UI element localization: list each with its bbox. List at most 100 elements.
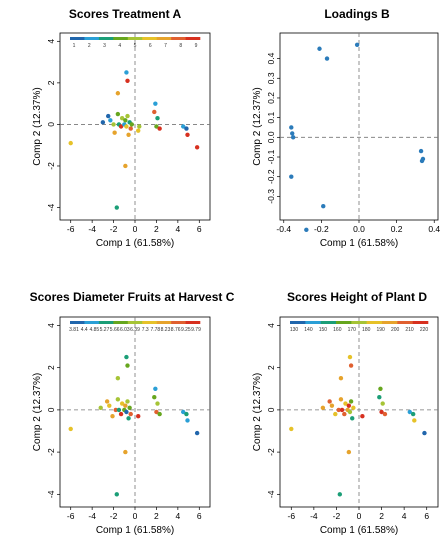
data-point — [321, 204, 326, 209]
y-tick-label: 0.3 — [266, 72, 276, 84]
y-axis-label: Comp 2 (12.37%) — [32, 87, 43, 165]
colorbar-label: 210 — [405, 327, 414, 333]
data-point — [348, 399, 354, 404]
x-tick-label: -0.2 — [314, 224, 329, 234]
colorbar-label: 7.78 — [150, 327, 160, 333]
colorbar-segment — [305, 321, 321, 324]
data-point — [153, 101, 158, 106]
data-point — [115, 397, 121, 402]
data-point — [125, 399, 130, 404]
data-point — [377, 395, 382, 400]
data-point — [119, 115, 125, 121]
colorbar-label: 170 — [348, 327, 357, 333]
colorbar-segment — [185, 37, 201, 40]
y-axis-label: Comp 2 (12.37%) — [252, 373, 263, 451]
colorbar-label: 5.66 — [110, 327, 120, 333]
data-point — [153, 386, 158, 391]
data-point — [379, 409, 384, 415]
data-point — [128, 411, 133, 417]
data-point — [126, 132, 131, 138]
data-point — [123, 163, 128, 169]
data-point — [354, 42, 360, 48]
colorbar-label: 8.76 — [171, 327, 181, 333]
data-point — [380, 401, 385, 406]
data-point — [154, 409, 159, 415]
y-tick-label: -4 — [46, 490, 56, 498]
x-tick-label: -2 — [110, 224, 118, 234]
colorbar-label: 140 — [304, 327, 313, 333]
data-point — [118, 124, 124, 129]
colorbar-label: 6.03 — [120, 327, 130, 333]
data-point — [118, 411, 124, 417]
colorbar-segment — [320, 321, 337, 324]
data-point — [378, 386, 383, 391]
data-point — [422, 430, 427, 436]
panel-title: Scores Treatment A — [69, 7, 182, 21]
x-tick-label: 4 — [175, 224, 180, 234]
y-tick-label: -4 — [46, 203, 56, 211]
data-point — [123, 118, 128, 123]
data-point — [418, 148, 424, 154]
data-point — [412, 418, 417, 423]
data-point — [382, 411, 388, 417]
x-tick-label: 0.2 — [391, 224, 403, 234]
panel-1: Scores Treatment A-6 -4 -2 0 2 4 6-4-2024Comp … — [32, 7, 211, 249]
data-point — [127, 405, 132, 410]
x-tick-label: 0 — [133, 511, 138, 521]
data-point — [327, 399, 332, 404]
data-point — [351, 405, 356, 410]
data-point — [333, 411, 338, 417]
data-point — [185, 132, 190, 138]
data-point — [100, 120, 106, 125]
data-point — [110, 414, 115, 419]
data-point — [347, 354, 353, 360]
data-point — [348, 363, 354, 368]
y-tick-label: -0.2 — [266, 169, 276, 184]
colorbar-segment — [70, 37, 85, 40]
colorbar-segment — [171, 37, 186, 40]
data-point — [410, 411, 416, 417]
colorbar-label: 2 — [88, 43, 91, 49]
data-point — [360, 414, 365, 419]
data-point — [181, 124, 186, 129]
colorbar-label: 180 — [362, 327, 371, 333]
x-tick-label: 0 — [133, 224, 138, 234]
colorbar-segment — [412, 321, 429, 324]
colorbar-label: 7.3 — [142, 327, 149, 333]
data-point — [338, 397, 344, 402]
data-point — [346, 403, 352, 408]
data-point — [123, 403, 128, 408]
x-tick-label: 0.4 — [428, 224, 440, 234]
colorbar-segment — [70, 321, 85, 324]
data-point — [68, 426, 73, 432]
y-tick-label: -4 — [266, 490, 276, 498]
colorbar-segment — [290, 321, 306, 324]
colorbar-segment — [98, 321, 114, 324]
y-tick-label: 4 — [266, 323, 276, 328]
data-point — [124, 409, 129, 415]
y-tick-label: 0.4 — [266, 52, 276, 64]
data-point — [124, 354, 129, 360]
x-tick-label: -2 — [110, 511, 118, 521]
data-point — [107, 403, 112, 408]
data-point — [289, 125, 294, 130]
data-point — [123, 449, 128, 455]
data-point — [152, 395, 157, 400]
x-tick-label: 4 — [175, 511, 180, 521]
colorbar-label: 4 — [118, 43, 121, 49]
colorbar-segment — [127, 321, 143, 324]
y-tick-label: 4 — [46, 39, 56, 44]
data-point — [324, 56, 330, 61]
x-tick-label: -2 — [333, 511, 341, 521]
data-point — [184, 126, 189, 131]
y-tick-label: -0.3 — [266, 189, 276, 204]
colorbar-segment — [84, 321, 100, 324]
panel-title: Loadings B — [324, 7, 390, 21]
colorbar-label: 9 — [195, 43, 198, 49]
x-axis-label: Comp 1 (61.58%) — [96, 525, 174, 536]
data-point — [320, 405, 326, 410]
data-point — [128, 126, 133, 131]
panel-title: Scores Height of Plant D — [287, 290, 427, 304]
colorbar-label: 130 — [290, 327, 299, 333]
